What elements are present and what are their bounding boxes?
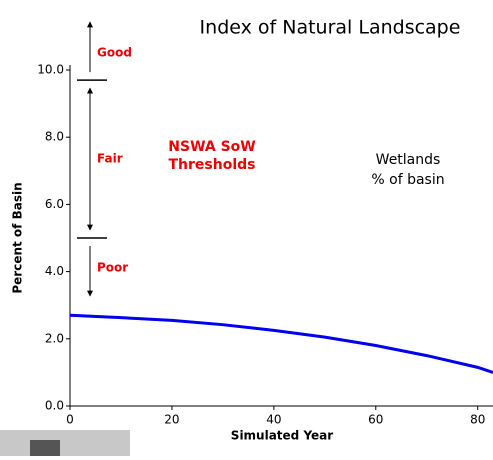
y-tick-label: 8.0 [45, 130, 64, 144]
series-label: % of basin [371, 172, 444, 188]
x-tick-label: 0 [66, 413, 74, 427]
y-tick-label: 10.0 [37, 63, 64, 77]
threshold-title: NSWA SoW [168, 139, 255, 155]
data-line [69, 313, 493, 374]
zone-label: Fair [97, 152, 123, 166]
y-tick-label: 0.0 [45, 399, 64, 413]
photo-fragment [0, 430, 130, 456]
x-tick-label: 40 [266, 413, 281, 427]
zone-label: Good [97, 46, 132, 60]
x-tick-label: 20 [164, 413, 179, 427]
zone-label: Poor [97, 261, 128, 275]
x-tick-label: 80 [470, 413, 485, 427]
y-tick-label: 2.0 [45, 331, 64, 345]
threshold-title: Thresholds [169, 157, 256, 173]
x-tick-label: 60 [368, 413, 383, 427]
photo-fragment [30, 440, 60, 456]
series-label: Wetlands [376, 152, 441, 168]
y-tick-label: 6.0 [45, 197, 64, 211]
y-tick-label: 4.0 [45, 264, 64, 278]
y-axis-label: Percent of Basin [11, 182, 25, 293]
x-axis-label: Simulated Year [231, 429, 333, 443]
chart-title: Index of Natural Landscape [200, 17, 461, 39]
